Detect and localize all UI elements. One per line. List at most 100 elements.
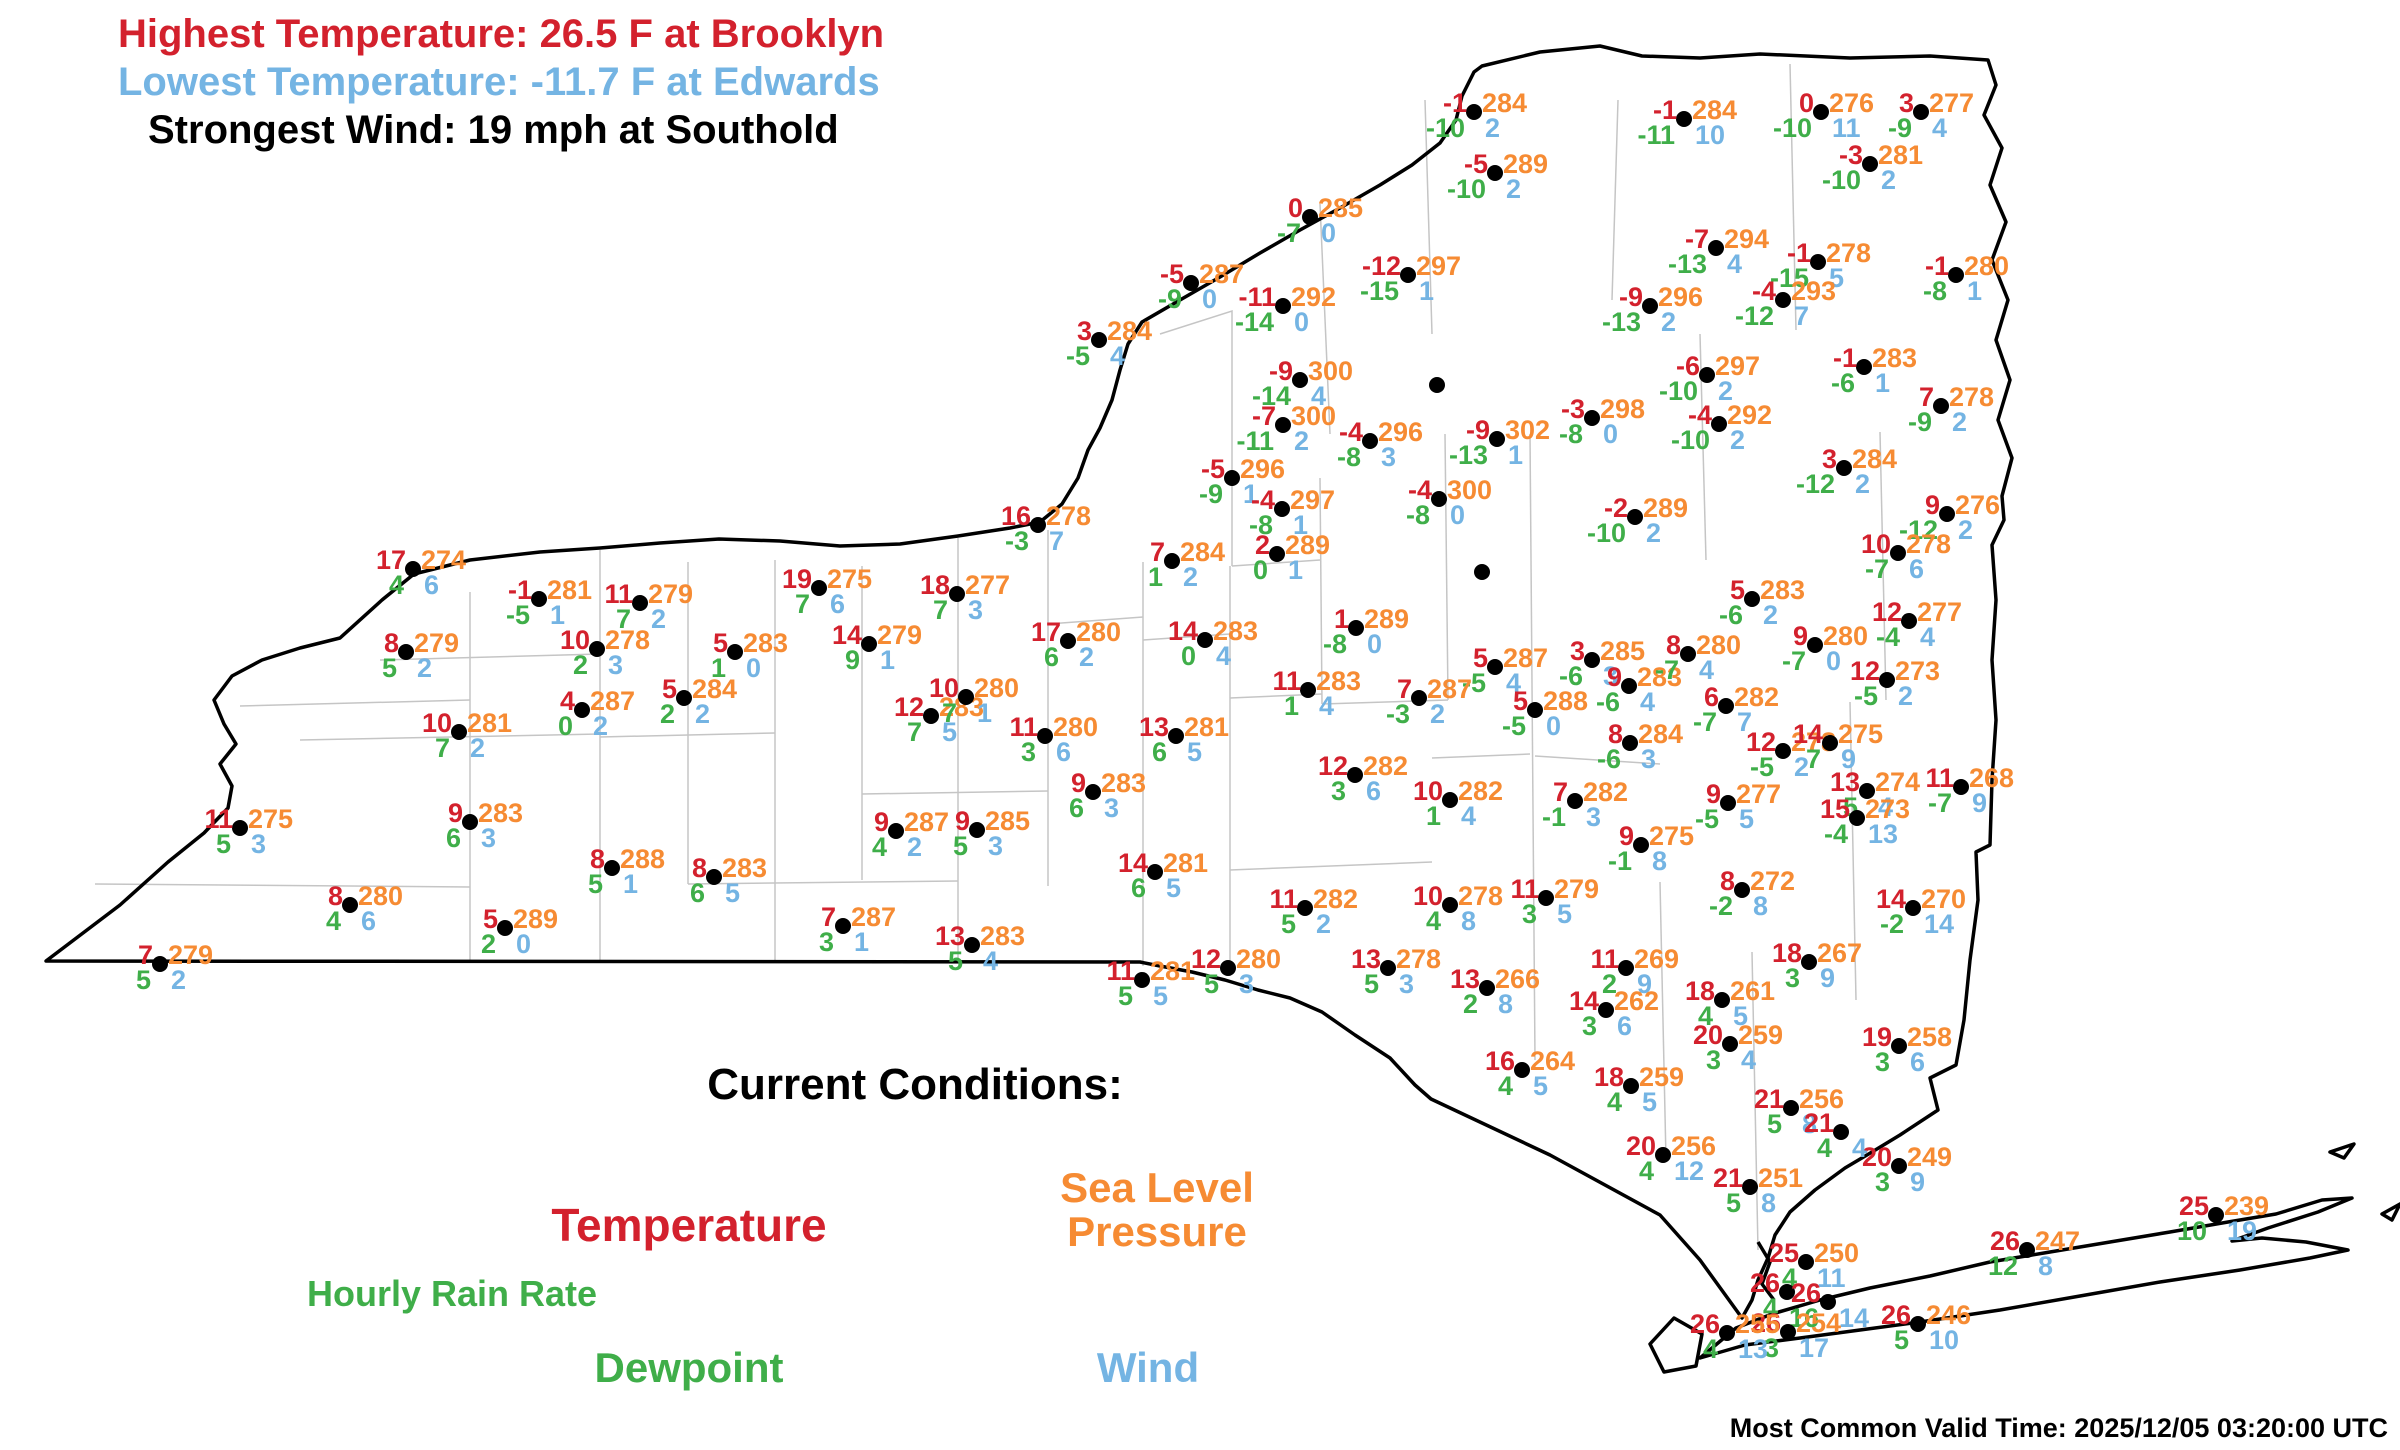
station-dot	[1699, 367, 1715, 383]
station-wind: 9	[1820, 963, 1836, 993]
station-dewpoint: 7	[434, 733, 450, 763]
station-wind: 1	[1293, 510, 1309, 540]
station-wind: 1	[1243, 479, 1259, 509]
legend-title: Current Conditions:	[707, 1060, 1123, 1109]
station-dewpoint: -7	[1654, 655, 1679, 685]
station-dot	[1807, 637, 1823, 653]
station-pressure: 280	[1823, 621, 1869, 651]
station-dot	[1742, 1179, 1758, 1195]
station-dot	[1466, 104, 1482, 120]
station-dot	[1275, 298, 1291, 314]
station-dewpoint: 4	[325, 906, 341, 936]
station-dewpoint: 4	[1638, 1156, 1654, 1186]
station-pressure: 276	[1829, 88, 1875, 118]
station-wind: 2	[1730, 425, 1746, 455]
station-dot	[462, 814, 478, 830]
station-pressure: 247	[2035, 1226, 2081, 1256]
legend-sea-level-line2: Pressure	[1067, 1208, 1247, 1255]
station-pressure: 264	[1530, 1046, 1576, 1076]
station-dewpoint: 1	[710, 653, 726, 683]
station-dewpoint: -3	[1385, 699, 1410, 729]
station-temperature: -11	[1238, 282, 1276, 312]
station-wind: 2	[1316, 909, 1332, 939]
station-pressure: 288	[1543, 686, 1589, 716]
station-dewpoint: -9	[1887, 113, 1912, 143]
station-pressure: 239	[2224, 1191, 2270, 1221]
station-dewpoint: 2	[1601, 969, 1617, 999]
station-dot	[1836, 460, 1852, 476]
station-dot	[1939, 506, 1955, 522]
station-dot	[2208, 1207, 2224, 1223]
station-dot	[1274, 501, 1290, 517]
station-wind: 6	[361, 906, 377, 936]
station-wind: 4	[983, 946, 999, 976]
station-dewpoint: 7	[1805, 744, 1821, 774]
station-wind: 8	[1761, 1188, 1777, 1218]
station-dot	[497, 920, 513, 936]
station-pressure: 267	[1817, 938, 1863, 968]
station-wind: 3	[608, 650, 624, 680]
station-wind: 3	[251, 829, 267, 859]
station-dewpoint: -5	[1461, 668, 1486, 698]
station-dewpoint: 1	[1425, 801, 1441, 831]
station-pressure: 249	[1907, 1142, 1953, 1172]
station-wind: 3	[1399, 969, 1415, 999]
station-pressure: 280	[1236, 944, 1282, 974]
station-pressure: 284	[1482, 88, 1528, 118]
station-pressure: 246	[1926, 1300, 1972, 1330]
station-dot	[1879, 672, 1895, 688]
station-dot	[152, 956, 168, 972]
station-pressure: 277	[1929, 88, 1975, 118]
legend-sea-level-line1: Sea Level	[1060, 1163, 1254, 1211]
station-dewpoint: 5	[1117, 981, 1133, 1011]
station-pressure: 259	[1738, 1020, 1784, 1050]
station-wind: 0	[1294, 307, 1310, 337]
station-dewpoint: -9	[1157, 284, 1182, 314]
station-dot	[451, 724, 467, 740]
station-dot	[1348, 620, 1364, 636]
station-wind: 0	[746, 653, 762, 683]
station-temperature: 3	[1076, 316, 1092, 346]
station-dot	[398, 644, 414, 660]
station-dewpoint: -7	[1781, 646, 1806, 676]
station-temperature: -4	[1338, 417, 1363, 447]
station-pressure: 278	[605, 625, 651, 655]
station-temperature: 8	[327, 881, 343, 911]
station-wind: 6	[1909, 554, 1925, 584]
station-dot	[1197, 632, 1213, 648]
station-dewpoint: 12	[1987, 1251, 2018, 1281]
station-dot	[604, 860, 620, 876]
station-dewpoint: 6	[1043, 642, 1059, 672]
station-temperature: 8	[383, 628, 399, 658]
station-dewpoint: -5	[1749, 752, 1774, 782]
station-dewpoint: 4	[388, 570, 404, 600]
station-wind: 2	[1183, 562, 1199, 592]
station-pressure: 300	[1291, 401, 1337, 431]
station-wind: 5	[1733, 1001, 1749, 1031]
station-dot	[405, 561, 421, 577]
station-dot	[1905, 900, 1921, 916]
station-temperature: 17	[1030, 617, 1061, 647]
station-pressure: 282	[1734, 682, 1780, 712]
station-temperature: 13	[934, 921, 965, 951]
station-pressure: 287	[851, 902, 897, 932]
station-dot	[1820, 1294, 1836, 1310]
station-pressure: 282	[1363, 751, 1409, 781]
station-temperature: 0	[1798, 88, 1814, 118]
station-pressure: 275	[1649, 821, 1695, 851]
station-pressure: 296	[1658, 282, 1704, 312]
station-temperature: 11	[1590, 944, 1619, 974]
station-dewpoint: 5	[1203, 969, 1219, 999]
station-dewpoint: -10	[1658, 376, 1698, 406]
station-pressure: 289	[1364, 604, 1410, 634]
station-dewpoint: 3	[1784, 963, 1800, 993]
station-dot	[1910, 1316, 1926, 1332]
station-pressure: 273	[1865, 794, 1911, 824]
station-pressure: 283	[1637, 662, 1683, 692]
station-wind: 2	[1952, 407, 1968, 437]
station-wind: 13	[1738, 1334, 1769, 1364]
station-temperature: 19	[781, 564, 812, 594]
station-temperature: 26	[1790, 1278, 1821, 1308]
station-wind: 2	[417, 653, 433, 683]
station-pressure: 283	[1872, 343, 1918, 373]
